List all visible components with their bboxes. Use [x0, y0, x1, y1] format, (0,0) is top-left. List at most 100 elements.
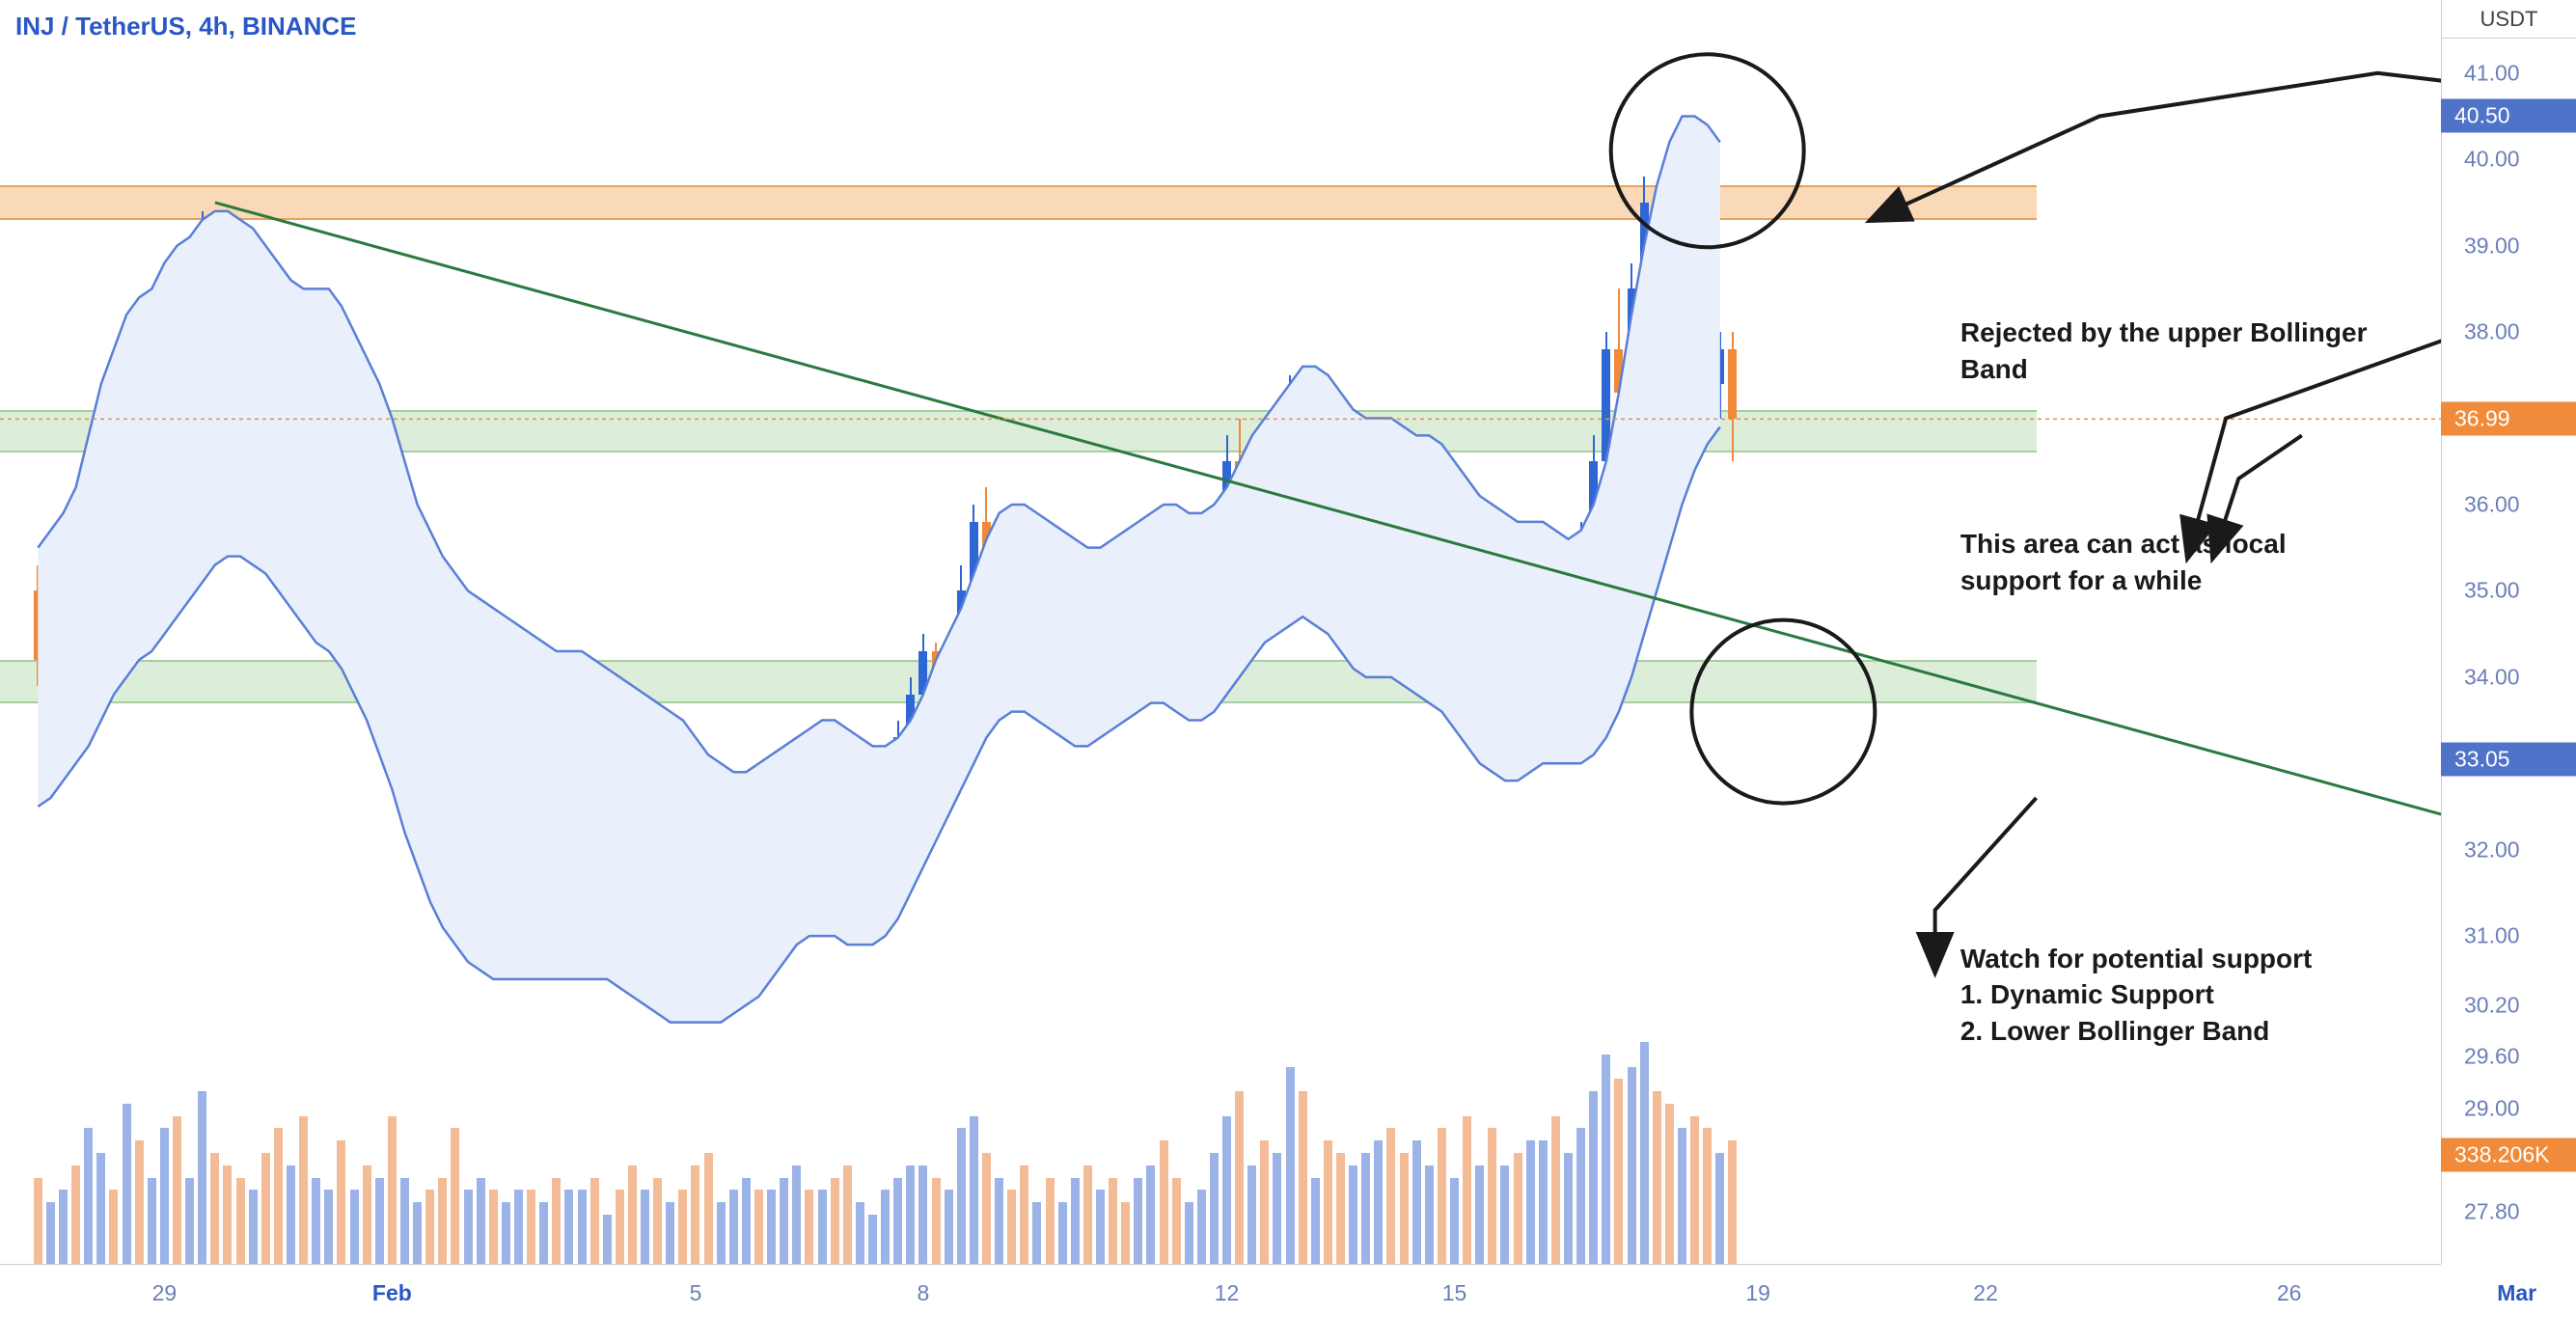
candle-body[interactable] [1475, 625, 1484, 677]
candle-body[interactable] [198, 246, 206, 349]
candle-body[interactable] [514, 763, 523, 798]
candle-body[interactable] [881, 772, 890, 815]
candle-body[interactable] [1235, 461, 1244, 564]
candle-body[interactable] [1728, 349, 1737, 419]
chart-plot-area[interactable]: Rejected by the upper Bollinger BandThis… [0, 0, 2441, 1264]
candle-body[interactable] [742, 867, 751, 911]
candle-body[interactable] [1222, 461, 1231, 522]
candle-body[interactable] [1311, 479, 1320, 505]
candle-body[interactable] [59, 590, 68, 625]
candle-body[interactable] [1185, 599, 1193, 617]
candle-body[interactable] [1286, 401, 1295, 505]
candle-body[interactable] [1032, 625, 1041, 643]
candle-body[interactable] [856, 841, 864, 850]
candle-body[interactable] [1160, 539, 1168, 591]
candle-body[interactable] [1374, 479, 1383, 522]
candle-body[interactable] [363, 531, 371, 608]
candle-body[interactable] [1071, 608, 1080, 651]
candle-body[interactable] [868, 815, 877, 841]
candle-body[interactable] [982, 522, 991, 574]
candle-body[interactable] [527, 763, 535, 815]
candle-body[interactable] [843, 789, 852, 850]
candle-body[interactable] [148, 435, 156, 452]
candle-body[interactable] [1690, 263, 1699, 333]
candle-body[interactable] [932, 651, 941, 703]
candle-body[interactable] [1500, 651, 1509, 695]
candle-body[interactable] [1349, 565, 1357, 617]
candle-body[interactable] [1628, 288, 1636, 392]
candle-body[interactable] [1210, 522, 1219, 565]
candle-body[interactable] [957, 590, 966, 651]
time-axis[interactable]: 29Feb581215192226Mar [0, 1264, 2441, 1343]
candle-body[interactable] [46, 625, 55, 660]
candle-body[interactable] [477, 781, 485, 824]
candle-body[interactable] [1640, 203, 1649, 288]
candle-body[interactable] [1488, 625, 1496, 695]
candle-body[interactable] [564, 772, 573, 833]
candle-body[interactable] [918, 651, 927, 695]
candle-body[interactable] [413, 695, 422, 721]
candle-body[interactable] [1336, 557, 1345, 617]
candle-body[interactable] [400, 721, 409, 738]
candle-body[interactable] [1539, 565, 1548, 609]
candle-body[interactable] [1109, 599, 1117, 617]
candle-body[interactable] [489, 781, 498, 833]
candle-body[interactable] [780, 824, 788, 859]
candle-body[interactable] [628, 833, 637, 876]
candle-body[interactable] [249, 367, 258, 393]
candle-body[interactable] [274, 435, 283, 512]
candle-body[interactable] [1020, 590, 1028, 643]
candle-body[interactable] [1096, 599, 1105, 643]
candle-body[interactable] [641, 850, 649, 876]
candle-body[interactable] [995, 548, 1003, 574]
candle-body[interactable] [1121, 617, 1130, 634]
candle-body[interactable] [312, 487, 320, 564]
candle-body[interactable] [1197, 565, 1206, 600]
candle-body[interactable] [375, 599, 384, 608]
candle-body[interactable] [299, 444, 308, 564]
candle-body[interactable] [1299, 401, 1307, 505]
candle-body[interactable] [223, 306, 232, 349]
candle-body[interactable] [173, 315, 181, 392]
candle-body[interactable] [96, 461, 105, 538]
candle-body[interactable] [1083, 608, 1092, 643]
candle-body[interactable] [185, 349, 194, 393]
candle-body[interactable] [1438, 539, 1446, 617]
candle-body[interactable] [653, 850, 662, 902]
candle-body[interactable] [210, 246, 219, 307]
candle-body[interactable] [236, 349, 245, 393]
candle-body[interactable] [261, 367, 270, 436]
candle-body[interactable] [754, 867, 763, 919]
candle-body[interactable] [717, 945, 726, 979]
candle-body[interactable] [578, 737, 587, 772]
candle-body[interactable] [1463, 590, 1471, 676]
candle-body[interactable] [1324, 479, 1332, 556]
candle-body[interactable] [970, 522, 978, 591]
candle-body[interactable] [1715, 349, 1724, 384]
candle-body[interactable] [123, 375, 131, 487]
candle-body[interactable] [1551, 565, 1560, 660]
candle-body[interactable] [805, 772, 813, 807]
candle-body[interactable] [1058, 651, 1067, 677]
candle-body[interactable] [678, 859, 687, 876]
candle-body[interactable] [603, 781, 612, 815]
candle-body[interactable] [818, 763, 827, 807]
candle-body[interactable] [135, 375, 144, 452]
candle-body[interactable] [287, 444, 295, 513]
candle-body[interactable] [1007, 548, 1016, 591]
candle-body[interactable] [1172, 590, 1181, 617]
candle-body[interactable] [1576, 539, 1585, 609]
candle-body[interactable] [1260, 531, 1269, 557]
candle-body[interactable] [1247, 531, 1256, 565]
candle-body[interactable] [1614, 349, 1623, 393]
candle-body[interactable] [729, 910, 738, 945]
candle-body[interactable] [337, 435, 345, 547]
candle-body[interactable] [831, 763, 839, 789]
candle-body[interactable] [1400, 574, 1409, 617]
candle-body[interactable] [1386, 479, 1395, 573]
candle-body[interactable] [350, 531, 359, 548]
candle-body[interactable] [1412, 565, 1421, 617]
candle-body[interactable] [425, 695, 434, 747]
candle-body[interactable] [666, 859, 674, 902]
candle-body[interactable] [160, 315, 169, 435]
